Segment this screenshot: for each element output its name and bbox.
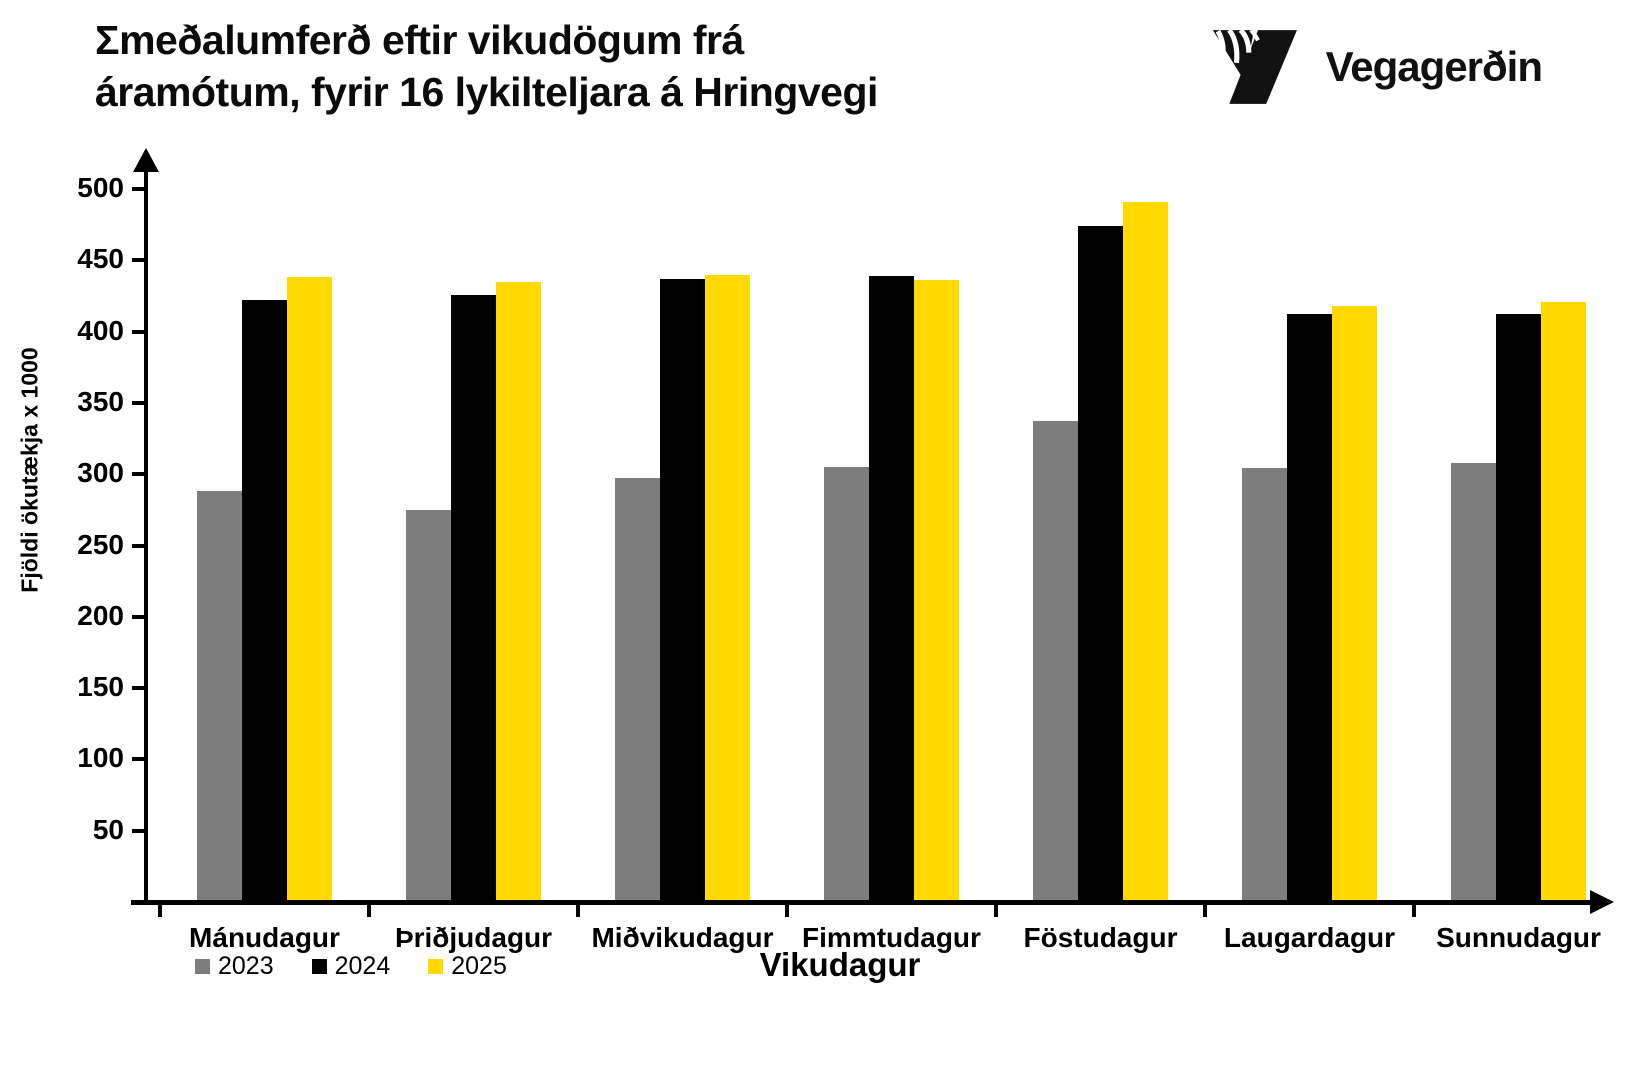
x-axis-tick xyxy=(367,901,371,917)
vegagerdin-logo: Vegagerðin xyxy=(1206,26,1543,108)
y-axis-tick xyxy=(132,258,146,263)
y-axis-tick xyxy=(132,614,146,619)
bar-2025 xyxy=(1541,301,1586,902)
bar-2025 xyxy=(287,277,332,902)
x-category-label: Föstudagur xyxy=(1023,922,1178,953)
y-tick-label: 350 xyxy=(77,385,124,417)
x-axis-line xyxy=(131,900,1593,905)
bar-2024 xyxy=(242,300,287,902)
y-axis-tick xyxy=(132,400,146,405)
x-axis-title: Vikudagur xyxy=(759,946,921,983)
x-category-label: Mánudagur xyxy=(189,922,340,953)
x-axis-arrow-icon xyxy=(1590,890,1614,914)
x-axis-tick xyxy=(1412,901,1416,917)
chart-title-line2: áramótum, fyrir 16 lykilteljara á Hringv… xyxy=(95,69,878,115)
x-category-label: Sunnudagur xyxy=(1436,922,1601,953)
y-tick-label: 500 xyxy=(77,172,124,203)
bar-2024 xyxy=(660,278,705,902)
y-axis-tick xyxy=(132,329,146,334)
y-tick-label: 450 xyxy=(77,243,124,275)
y-tick-label: 150 xyxy=(77,671,124,703)
bar-2025 xyxy=(914,280,959,902)
legend-swatch-icon xyxy=(195,959,210,974)
bar-2023 xyxy=(1033,421,1078,902)
y-axis-tick xyxy=(132,686,146,691)
x-axis-tick xyxy=(785,901,789,917)
legend-swatch-icon xyxy=(428,959,444,974)
y-axis-tick xyxy=(132,472,146,477)
x-axis-tick xyxy=(994,901,998,917)
y-axis-tick xyxy=(132,187,146,191)
bar-2023 xyxy=(824,467,869,902)
legend-swatch-icon xyxy=(311,959,327,974)
y-tick-label: 200 xyxy=(77,599,124,631)
legend-item-2024: 2024 xyxy=(311,952,391,981)
y-tick-label: 250 xyxy=(77,528,124,560)
y-axis-tick xyxy=(132,543,146,548)
legend-label: 2025 xyxy=(451,952,507,980)
bar-2024 xyxy=(869,275,914,902)
bar-2025 xyxy=(496,281,541,902)
vegagerdin-logo-icon xyxy=(1212,28,1297,104)
bar-2024 xyxy=(1287,314,1332,902)
chart-title-line1: Σmeðalumferð eftir vikudögum frá xyxy=(95,17,744,63)
y-axis-tick xyxy=(132,828,146,833)
x-category-label: Fimmtudagur xyxy=(802,922,981,953)
x-category-label: Miðvikudagur xyxy=(591,922,774,953)
y-axis-line xyxy=(144,166,148,905)
y-tick-label: 400 xyxy=(77,314,124,346)
y-tick-label: 100 xyxy=(77,742,124,774)
x-axis-tick xyxy=(1203,901,1207,917)
y-tick-label: 50 xyxy=(92,813,124,845)
bar-2023 xyxy=(406,509,451,902)
bar-2025 xyxy=(1332,305,1377,902)
x-category-label: Þriðjudagur xyxy=(394,922,553,953)
y-axis-tick xyxy=(132,757,146,762)
bar-2023 xyxy=(197,491,242,902)
x-axis-tick xyxy=(158,901,162,917)
bar-2024 xyxy=(1078,226,1123,902)
y-axis-arrow-icon xyxy=(133,148,159,172)
y-tick-label: 300 xyxy=(77,457,124,489)
x-axis-tick xyxy=(576,901,580,917)
bar-2025 xyxy=(1123,201,1168,902)
bar-2023 xyxy=(1451,462,1496,902)
bar-2024 xyxy=(451,294,496,902)
chart-title: Σmeðalumferð eftir vikudögum frá áramótu… xyxy=(95,14,878,118)
vegagerdin-logo-text: Vegagerðin xyxy=(1325,43,1543,90)
bar-2025 xyxy=(705,274,750,902)
bar-2024 xyxy=(1496,314,1541,902)
legend-item-2023: 2023 xyxy=(195,952,274,981)
chart-legend: 2023 2024 2025 xyxy=(195,952,507,981)
legend-item-2025: 2025 xyxy=(428,952,507,981)
bar-2023 xyxy=(615,478,660,902)
legend-label: 2023 xyxy=(218,952,274,980)
x-category-label: Laugardagur xyxy=(1223,922,1396,953)
legend-label: 2024 xyxy=(334,952,391,980)
bar-2023 xyxy=(1242,468,1287,902)
